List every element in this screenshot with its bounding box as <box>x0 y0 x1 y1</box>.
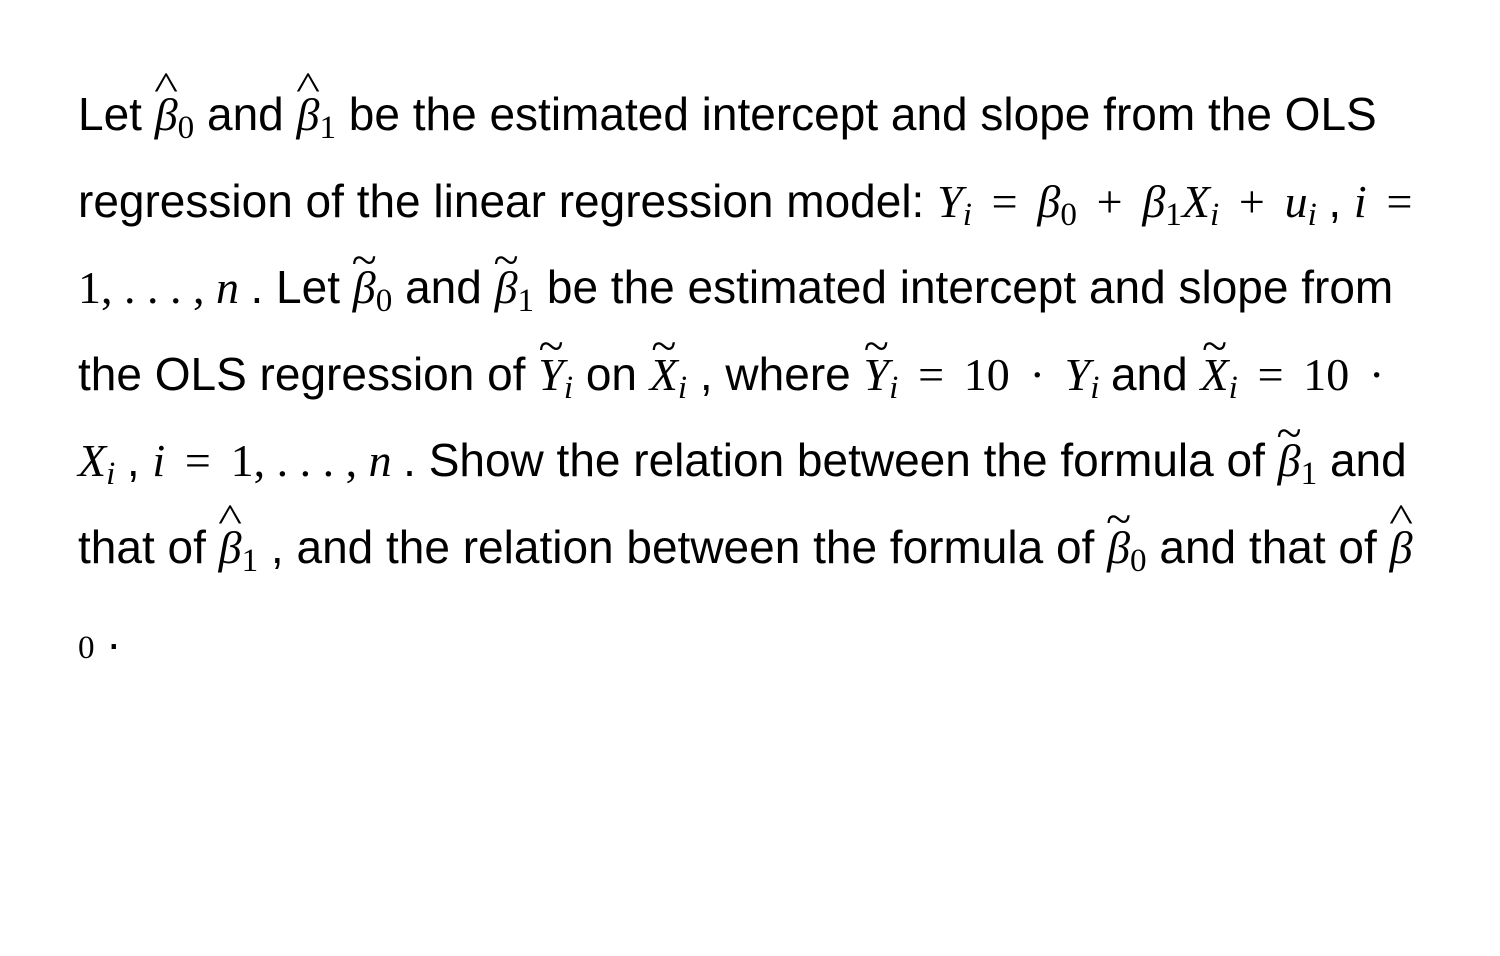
subscript: i <box>889 369 898 406</box>
subscript: i <box>678 369 687 406</box>
var-u: u <box>1285 176 1308 227</box>
number: 10 <box>964 349 1010 400</box>
beta-tilde-1: β1 <box>495 262 534 313</box>
ellipsis: . . . <box>277 435 335 486</box>
equals-sign: = <box>983 176 1025 227</box>
tilde-accent: Y <box>864 332 890 417</box>
tilde-accent: β <box>495 245 518 330</box>
number: 1 <box>78 262 101 313</box>
text-part: , where <box>700 348 864 400</box>
plus-sign: + <box>1231 176 1273 227</box>
comma: , <box>346 435 358 486</box>
ellipsis: . . . <box>124 262 182 313</box>
var-n: n <box>369 435 392 486</box>
tilde-accent: X <box>1200 332 1228 417</box>
subscript: i <box>1229 369 1238 406</box>
number: 1 <box>231 435 254 486</box>
var-X: X <box>1182 176 1210 227</box>
text-part: . <box>107 607 120 659</box>
subscript: 0 <box>78 629 95 666</box>
comma: , <box>101 262 113 313</box>
subscript: i <box>1090 369 1099 406</box>
text-part: and <box>1111 348 1201 400</box>
tilde-accent: X <box>650 332 678 417</box>
tilde-accent: β <box>1278 418 1301 503</box>
text-part: and that of <box>1159 521 1389 573</box>
regression-model-equation: Yi = β0 + β1Xi + ui <box>937 176 1328 227</box>
subscript: 1 <box>1165 196 1182 233</box>
subscript: i <box>564 369 573 406</box>
cdot: · <box>1021 349 1053 400</box>
comma: , <box>254 435 266 486</box>
problem-statement: Let β0 and β1 be the estimated intercept… <box>78 72 1422 678</box>
hat-accent: β <box>1390 505 1413 590</box>
tilde-accent: Y <box>538 332 564 417</box>
var-Y: Y <box>1065 349 1091 400</box>
beta-tilde-0: β0 <box>1107 522 1146 573</box>
text-part: and <box>207 88 297 140</box>
separator-comma: , <box>127 434 153 486</box>
text-part: , and the relation between the formula o… <box>271 521 1107 573</box>
hat-accent: β <box>155 72 178 157</box>
equals-sign: = <box>1378 176 1420 227</box>
tilde-accent: β <box>353 245 376 330</box>
var-beta: β <box>1142 176 1165 227</box>
var-X: X <box>78 435 106 486</box>
text-part: . Show the relation between the formula … <box>403 434 1278 486</box>
text-part: and <box>405 261 495 313</box>
text-part: on <box>586 348 650 400</box>
plus-sign: + <box>1088 176 1130 227</box>
subscript: 0 <box>1060 196 1077 233</box>
subscript: 1 <box>518 282 535 319</box>
var-i: i <box>1354 176 1367 227</box>
comma: , <box>193 262 205 313</box>
beta-hat-1: β1 <box>297 89 336 140</box>
beta-tilde-0: β0 <box>353 262 392 313</box>
subscript: 1 <box>242 542 259 579</box>
var-Y: Y <box>937 176 963 227</box>
hat-accent: β <box>219 505 242 590</box>
subscript: 0 <box>178 109 195 146</box>
subscript: i <box>1308 196 1317 233</box>
Y-tilde-i: Yi <box>538 349 573 400</box>
text-part: . Let <box>251 261 353 313</box>
equals-sign: = <box>910 349 952 400</box>
subscript: i <box>1210 196 1219 233</box>
var-n: n <box>216 262 239 313</box>
Y-tilde-definition: Yi = 10 · Yi <box>864 349 1111 400</box>
subscript: 0 <box>1130 542 1147 579</box>
var-beta: β <box>1037 176 1060 227</box>
var-i: i <box>152 435 165 486</box>
index-range: i = 1, . . . , n <box>152 435 403 486</box>
subscript: i <box>963 196 972 233</box>
number: 10 <box>1303 349 1349 400</box>
cdot: · <box>1361 349 1393 400</box>
subscript: 1 <box>319 109 336 146</box>
separator-comma: , <box>1328 175 1354 227</box>
subscript: 0 <box>376 282 393 319</box>
beta-hat-1: β1 <box>219 522 258 573</box>
hat-accent: β <box>297 72 320 157</box>
beta-hat-0: β0 <box>155 89 194 140</box>
equals-sign: = <box>177 435 219 486</box>
subscript: 1 <box>1301 455 1318 492</box>
beta-tilde-1: β1 <box>1278 435 1317 486</box>
X-tilde-i: Xi <box>650 349 687 400</box>
subscript: i <box>106 455 115 492</box>
text-part: Let <box>78 88 155 140</box>
tilde-accent: β <box>1107 505 1130 590</box>
